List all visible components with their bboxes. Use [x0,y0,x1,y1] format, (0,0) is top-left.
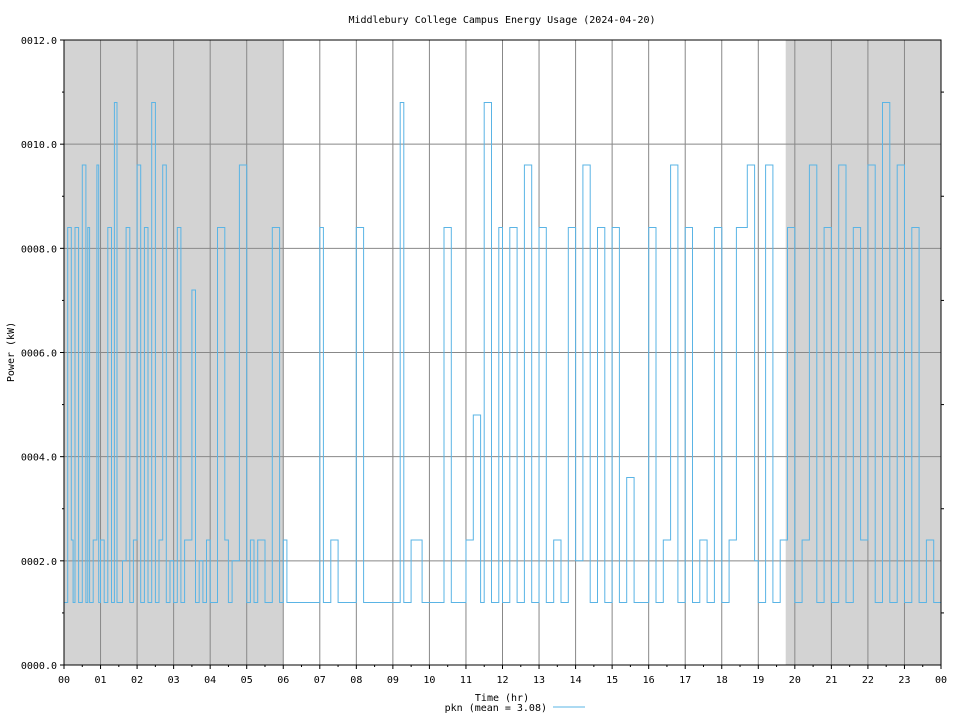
legend: pkn (mean = 3.08) [445,703,585,714]
x-tick-label: 10 [423,675,435,686]
x-tick-label: 01 [95,675,107,686]
x-tick-label: 12 [496,675,508,686]
x-tick-label: 21 [825,675,837,686]
y-tick-label: 0002.0 [21,557,57,568]
x-axis-ticks: 00 01 02 03 04 05 06 07 08 09 10 11 12 13 14 15 16 17 18 19… [58,665,947,686]
y-axis-label: Power (kW) [6,322,17,382]
y-tick-label: 0000.0 [21,661,57,672]
x-tick-label: 08 [350,675,362,686]
x-tick-label: 16 [643,675,655,686]
x-axis-label: Time (hr) [475,693,529,704]
x-tick-label: 14 [570,675,582,686]
series-line [64,102,942,603]
y-axis-ticks: 0000.0 0002.0 0004.0 0006.0 0008.0 0010.0 0012… [21,36,944,672]
x-tick-label: 09 [387,675,399,686]
x-tick-label: 05 [241,675,253,686]
y-tick-label: 0004.0 [21,453,57,464]
y-tick-label: 0012.0 [21,36,57,47]
x-tick-label: 00 [58,675,70,686]
x-tick-label: 15 [606,675,618,686]
x-tick-label: 03 [168,675,180,686]
x-tick-label: 18 [716,675,728,686]
x-tick-label: 02 [131,675,143,686]
x-tick-label: 13 [533,675,545,686]
x-tick-label: 19 [752,675,764,686]
x-tick-label: 22 [862,675,874,686]
x-tick-label: 17 [679,675,691,686]
x-tick-label: 23 [898,675,910,686]
chart-title: Middlebury College Campus Energy Usage (… [348,15,655,26]
x-tick-label: 04 [204,675,216,686]
legend-label: pkn (mean = 3.08) [445,703,547,714]
x-tick-label: 06 [277,675,289,686]
x-tick-label: 00 [935,675,947,686]
y-tick-label: 0008.0 [21,244,57,255]
x-tick-label: 07 [314,675,326,686]
y-tick-label: 0010.0 [21,140,57,151]
x-tick-label: 11 [460,675,472,686]
y-tick-label: 0006.0 [21,349,57,360]
series-layer [64,102,942,603]
x-tick-label: 20 [789,675,801,686]
